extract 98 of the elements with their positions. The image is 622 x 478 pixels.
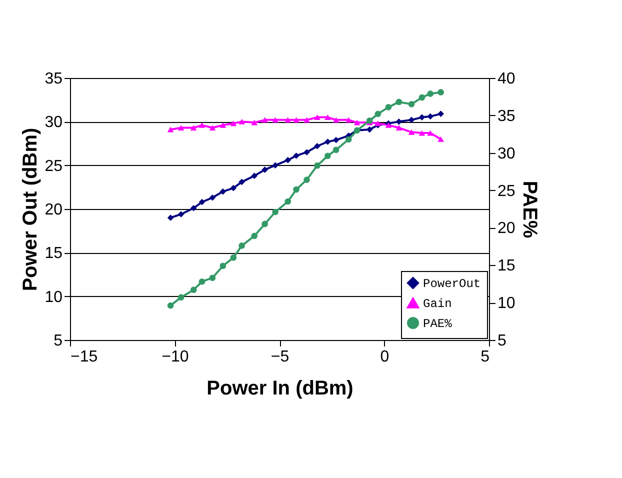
point [408,129,415,135]
point [427,130,434,136]
point [332,146,340,154]
point [230,120,237,126]
y2-tick-label: 10 [498,295,516,312]
x-axis-title: Power In (dBm) [206,378,354,400]
point [178,211,184,218]
y-axis-title: Power Out (dBm) [20,128,42,292]
point [293,186,300,193]
y-tick-label: 25 [44,158,63,175]
point [304,176,310,183]
point [284,117,292,123]
point [408,101,415,108]
point [190,125,197,131]
y2-tick-label: 5 [498,332,506,350]
point [293,117,300,123]
y-tick-label: 5 [54,332,63,350]
point [238,242,245,249]
y-tick-label: 20 [44,202,63,218]
point [251,120,258,126]
y2-tick-label: 25 [498,182,516,200]
point [238,178,245,186]
point [230,184,237,192]
y2-tick-label: 20 [498,220,516,238]
point [304,149,310,156]
point [408,116,415,124]
point [418,130,426,136]
point [198,122,206,128]
point [324,114,331,120]
point [314,114,320,120]
point [345,136,352,143]
point [262,166,268,173]
legend-label: Gain [423,297,452,311]
point [374,110,382,118]
point [209,274,216,282]
y-tick-label: 35 [44,70,63,88]
point [314,162,320,169]
point [324,138,331,145]
point [293,152,300,159]
point [284,198,292,205]
y-tick-label: 15 [44,245,63,262]
point [324,152,331,160]
point [272,208,278,216]
point [167,126,174,132]
point [332,117,340,123]
point [304,117,310,123]
point [198,278,206,285]
point [251,172,258,179]
y-tick-label: 30 [44,114,63,132]
point [385,104,392,110]
point [272,162,278,168]
point [167,302,174,309]
x-tick-label: 5 [480,348,490,366]
point [396,98,402,106]
point [427,90,434,97]
point [190,286,197,293]
point [438,89,444,96]
point [178,294,184,300]
point [418,94,426,101]
x-tick-label: −10 [162,348,189,366]
point [438,136,444,142]
point [427,113,434,120]
point [314,142,320,150]
point [190,204,197,212]
point [238,118,245,124]
y2-tick-label: 40 [498,70,516,88]
point [262,220,268,228]
point [167,214,174,221]
point [178,125,184,131]
point [418,114,426,120]
x-tick-label: 0 [380,348,390,366]
legend-label: PowerOut [423,277,481,291]
point [209,194,216,201]
point [220,188,226,195]
point [230,254,237,261]
point [438,110,444,117]
y2-tick-label: 15 [498,258,516,275]
point [272,117,278,123]
point [198,198,206,206]
x-tick-label: −5 [270,348,290,366]
point [366,126,373,133]
legend-label: PAE% [423,317,453,331]
point [220,262,226,270]
y2-tick-label: 35 [498,108,516,125]
point [209,125,216,131]
point [220,122,226,128]
y-tick-label: 10 [44,288,63,306]
y2-axis-title: PAE% [518,180,540,238]
y2-tick-label: 30 [498,145,516,162]
point [262,117,268,123]
point [396,118,402,125]
point [251,232,258,240]
point [354,120,360,126]
point [396,125,402,131]
point [284,156,292,164]
x-tick-label: −15 [70,348,98,366]
point [332,136,340,144]
point [345,117,352,123]
